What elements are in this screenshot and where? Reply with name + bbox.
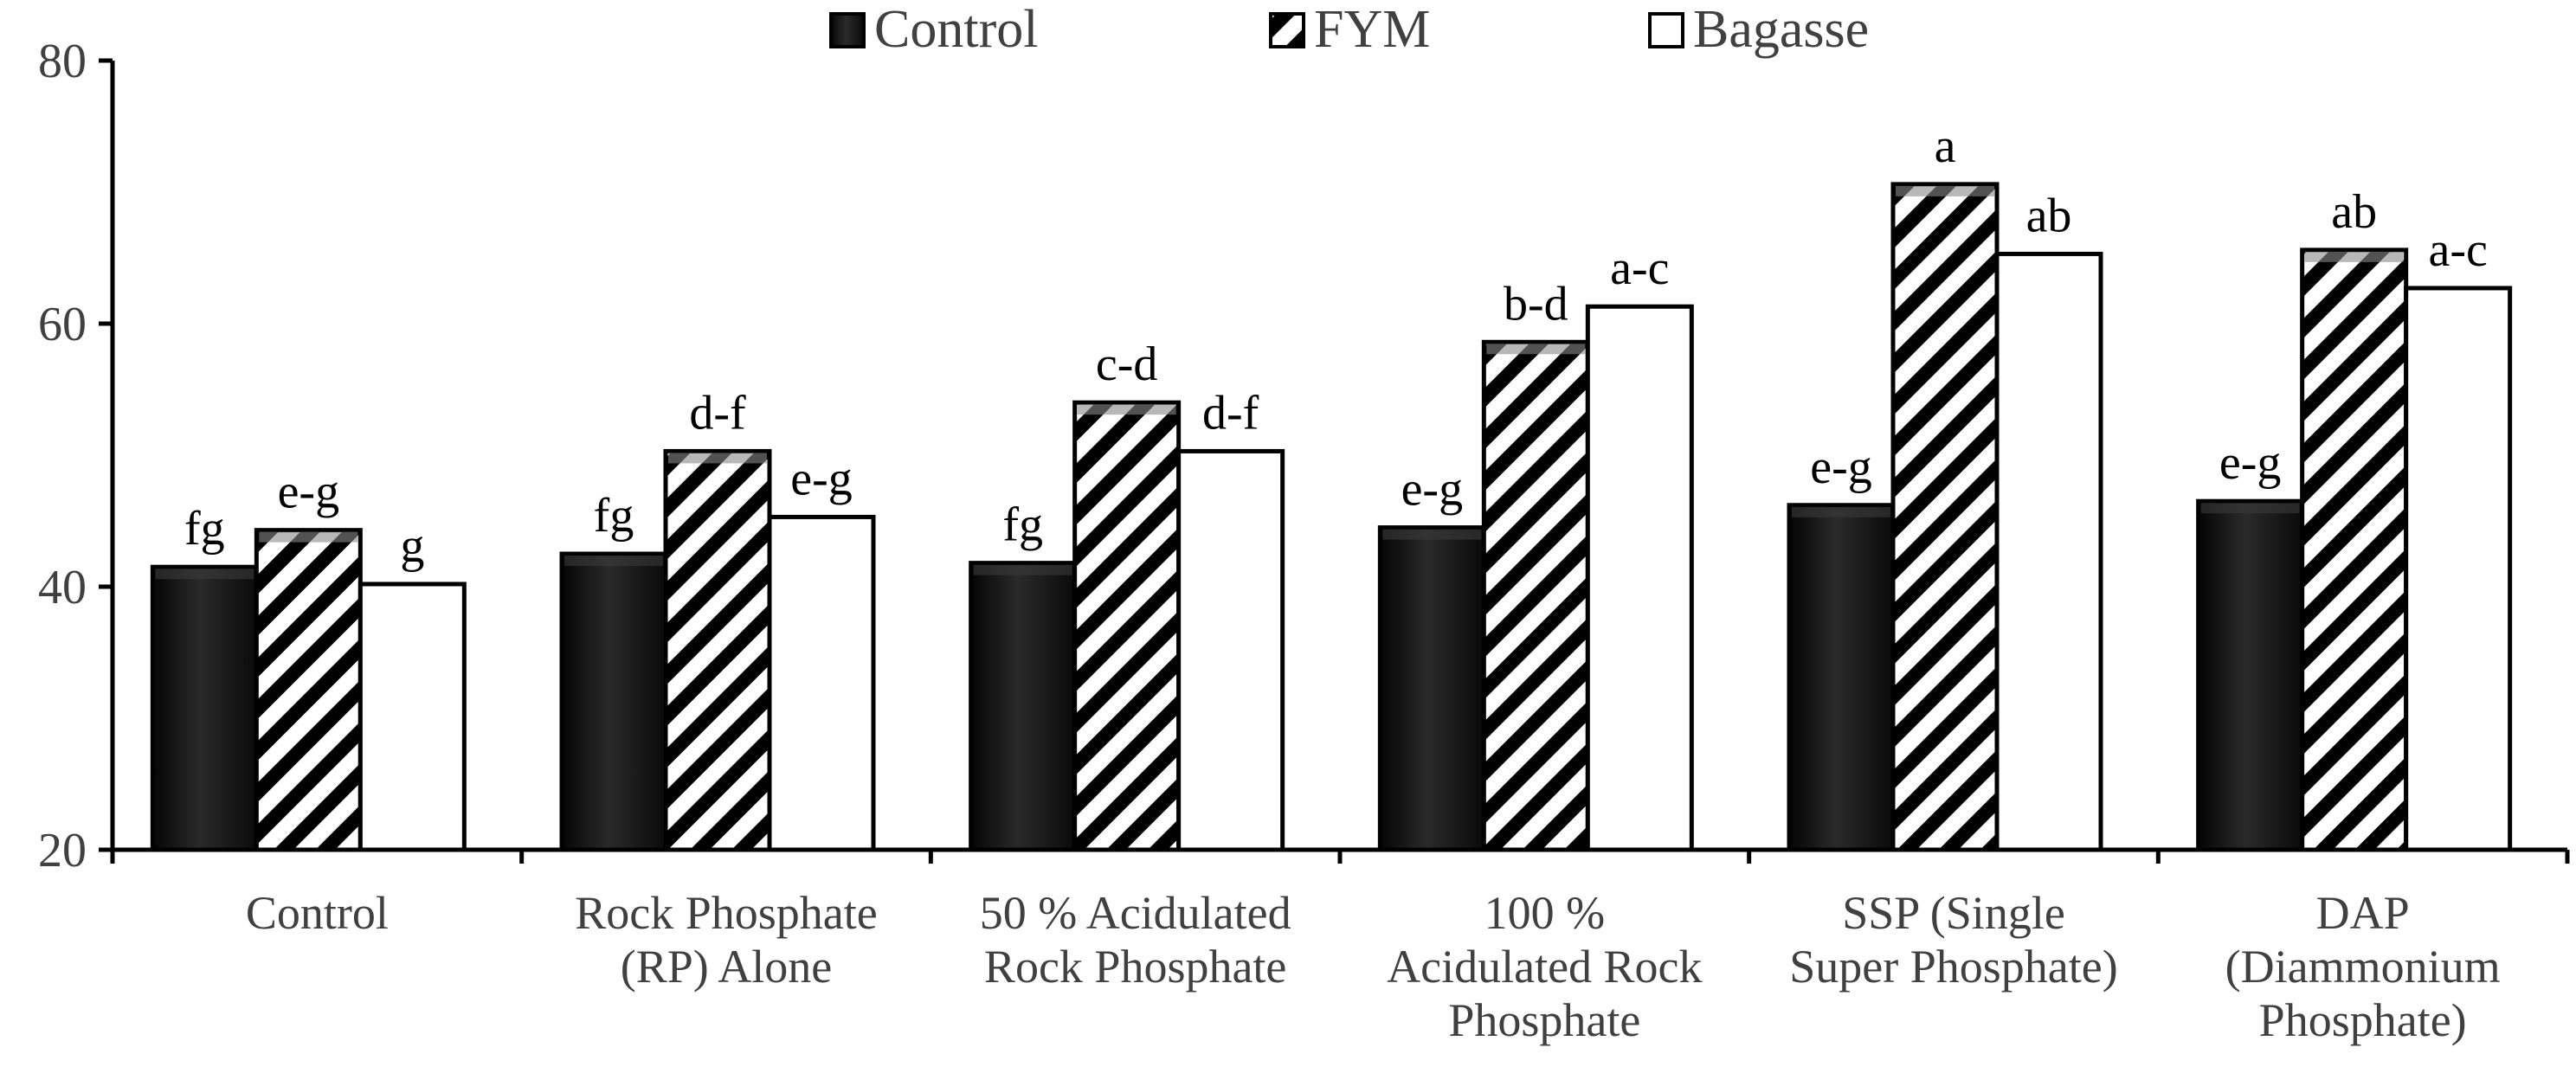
category-label-3-line-2: Phosphate <box>1448 994 1640 1046</box>
significance-label-control-0: fg <box>184 502 225 556</box>
bar-control-3 <box>1377 525 1486 852</box>
category-label-3-line-0: 100 % <box>1484 887 1605 939</box>
bar-bagasse-2 <box>1176 448 1285 852</box>
legend-label-control: Control <box>874 0 1038 59</box>
y-tick-label-40: 40 <box>38 561 87 614</box>
y-tick-label-60: 60 <box>38 298 87 351</box>
category-label-5-line-1: (Diammonium <box>2225 941 2501 993</box>
legend-swatch-bagasse <box>1648 12 1684 48</box>
significance-label-fym-1: d-f <box>689 386 746 440</box>
bar-bevel-fym-2 <box>1077 404 1176 415</box>
significance-label-bagasse-5: a-c <box>2428 223 2487 277</box>
category-label-3-line-1: Acidulated Rock <box>1387 941 1702 993</box>
bar-fym-0 <box>254 528 363 852</box>
bar-bevel-fym-0 <box>259 531 358 543</box>
category-label-0-line-0: Control <box>246 887 389 939</box>
significance-label-control-2: fg <box>1002 498 1043 552</box>
significance-label-bagasse-3: a-c <box>1610 241 1669 295</box>
bar-bevel-control-1 <box>564 556 663 566</box>
legend-label-fym: FYM <box>1314 0 1430 59</box>
significance-label-bagasse-0: g <box>400 519 424 573</box>
bar-bagasse-3 <box>1585 304 1694 852</box>
significance-label-control-1: fg <box>594 489 634 543</box>
bar-bagasse-0 <box>357 582 467 852</box>
bar-bevel-control-2 <box>973 564 1072 575</box>
significance-label-fym-3: b-d <box>1504 277 1568 331</box>
category-label-1-line-1: (RP) Alone <box>621 941 833 993</box>
significance-label-fym-2: c-d <box>1096 337 1158 391</box>
bar-bevel-control-3 <box>1382 529 1482 540</box>
significance-label-control-4: e-g <box>1810 440 1872 494</box>
category-label-5-line-2: Phosphate) <box>2259 994 2467 1046</box>
axes: 20 40 60 80 <box>38 35 2570 877</box>
y-tick-label-80: 80 <box>38 35 87 88</box>
significance-label-bagasse-4: ab <box>2026 189 2072 242</box>
bar-bagasse-1 <box>767 514 876 852</box>
legend-label-bagasse: Bagasse <box>1693 0 1869 59</box>
significance-label-fym-0: e-g <box>278 466 340 519</box>
category-label-5-line-0: DAP <box>2316 887 2410 939</box>
category-label-2-line-0: 50 % Acidulated <box>980 887 1291 939</box>
bar-bevel-control-0 <box>155 569 254 580</box>
legend: Control FYM Bagasse <box>829 0 1869 59</box>
category-label-4-line-0: SSP (Single <box>1842 887 2065 939</box>
bar-fym-4 <box>1890 182 2000 852</box>
legend-swatch-control <box>829 12 866 48</box>
bar-bevel-control-4 <box>1792 506 1890 517</box>
bar-bevel-fym-1 <box>668 453 767 464</box>
category-label-2-line-1: Rock Phosphate <box>984 941 1286 993</box>
bar-control-1 <box>559 551 668 852</box>
bar-control-5 <box>2196 498 2305 852</box>
category-label-1-line-0: Rock Phosphate <box>575 887 877 939</box>
significance-label-control-3: e-g <box>1401 463 1464 517</box>
bars-group <box>150 182 2513 852</box>
significance-label-bagasse-2: d-f <box>1202 386 1259 440</box>
bar-fym-5 <box>2300 247 2409 852</box>
bar-fym-2 <box>1072 400 1182 852</box>
bar-bevel-fym-4 <box>1896 185 1994 196</box>
significance-label-fym-4: a <box>1935 119 1956 173</box>
significance-label-fym-5: ab <box>2331 185 2377 239</box>
bar-bagasse-5 <box>2404 286 2513 852</box>
bar-fym-3 <box>1481 339 1590 852</box>
bar-control-0 <box>150 564 259 852</box>
legend-swatch-fym <box>1269 12 1305 48</box>
y-tick-label-20: 20 <box>38 824 87 877</box>
bar-bevel-fym-3 <box>1486 344 1586 355</box>
significance-labels: fg e-g g fg d-f e-g fg c-d d-f e-g b-d a-c e-g a ab e-g… <box>184 119 2488 573</box>
category-label-4-line-1: Super Phosphate) <box>1789 941 2117 993</box>
bar-fym-1 <box>663 448 772 852</box>
bar-bevel-control-5 <box>2200 503 2300 514</box>
significance-label-control-5: e-g <box>2219 436 2282 490</box>
bar-bevel-fym-5 <box>2304 251 2404 262</box>
bar-bagasse-4 <box>1994 251 2103 852</box>
bar-control-2 <box>969 561 1078 852</box>
significance-label-bagasse-1: e-g <box>790 452 853 505</box>
bar-control-4 <box>1787 503 1896 852</box>
